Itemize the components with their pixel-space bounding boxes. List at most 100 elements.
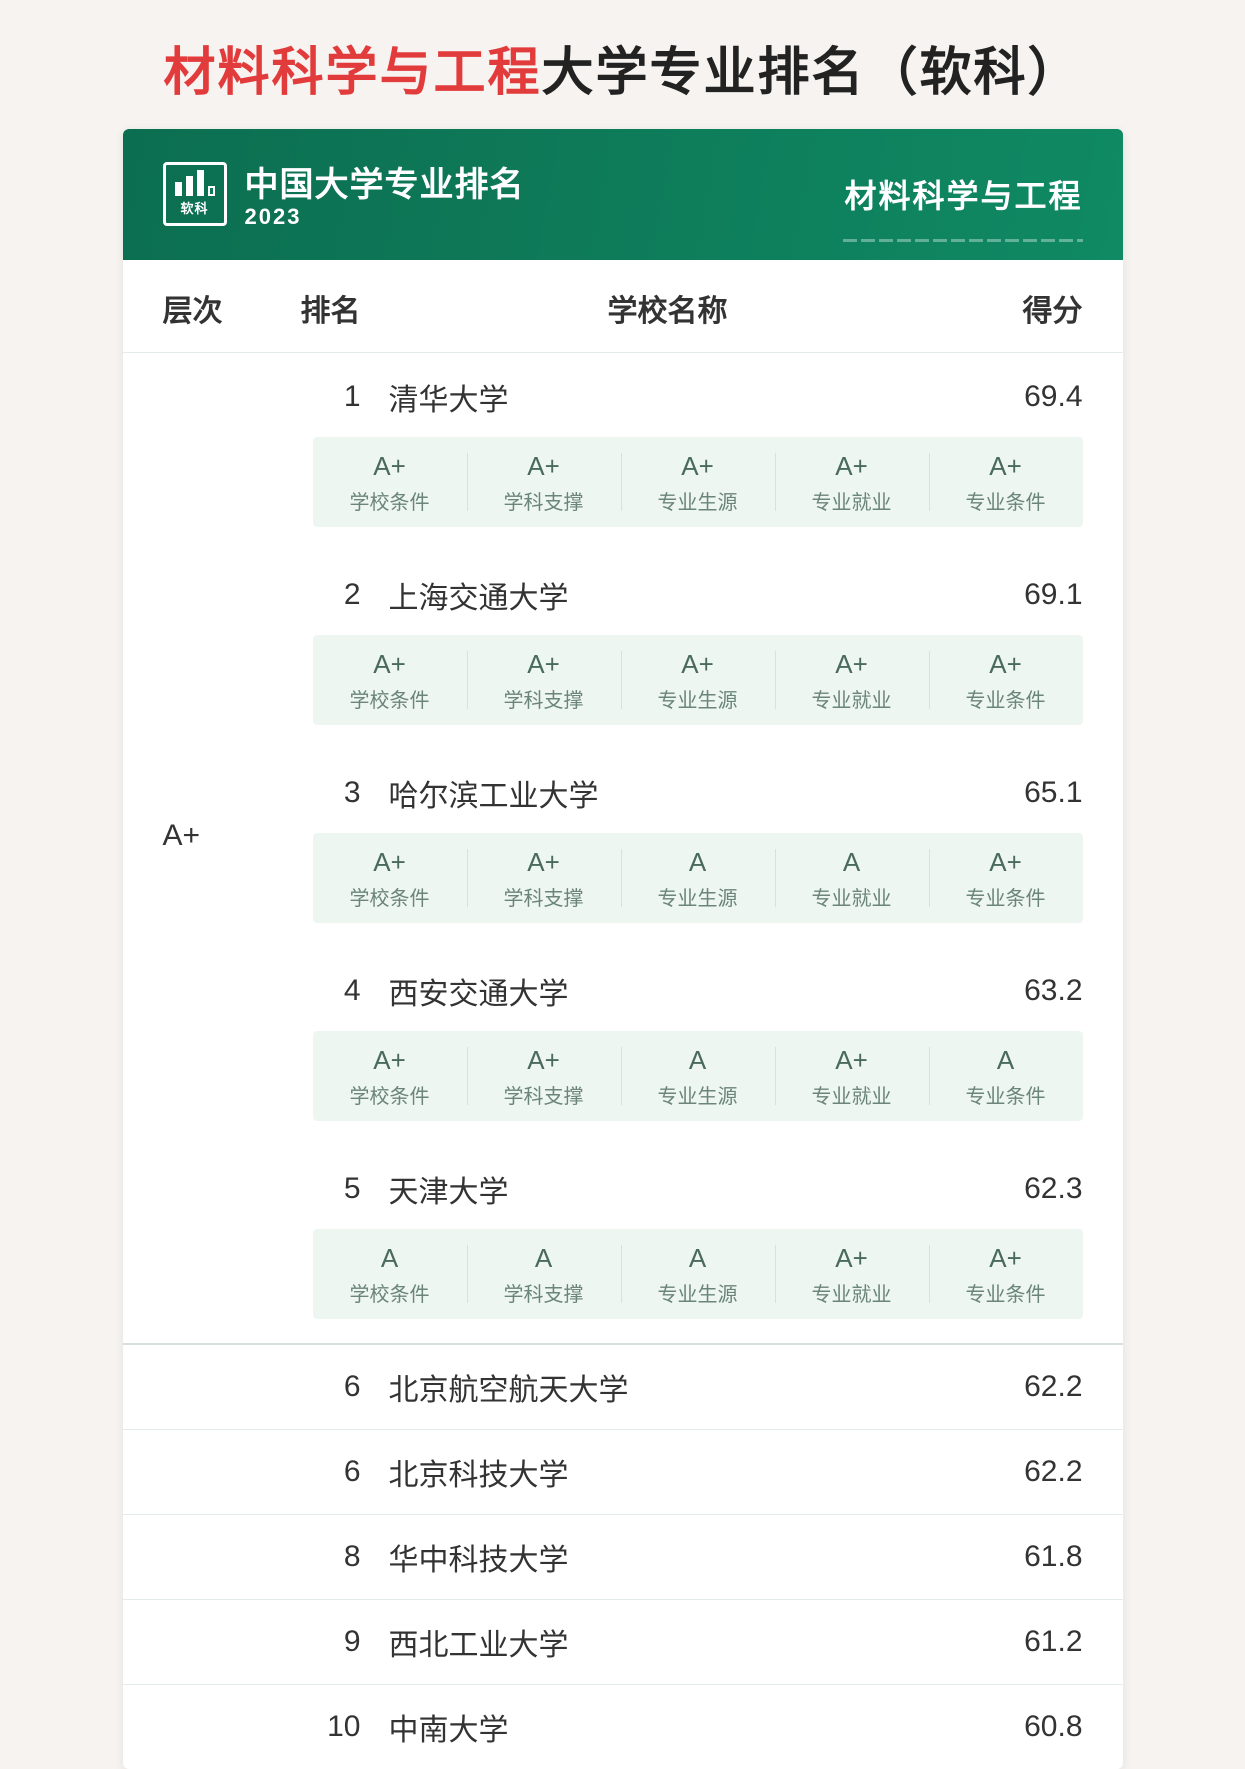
entry-name: 哈尔滨工业大学 — [383, 771, 953, 815]
metric-label: 专业生源 — [621, 1278, 775, 1307]
entry-rank: 9 — [273, 1625, 383, 1659]
col-rank: 排名 — [273, 286, 383, 330]
metric-grade: A+ — [621, 649, 775, 680]
ranking-card: 软科 中国大学专业排名 2023 材料科学与工程 层次 排名 学校名称 得分 A… — [123, 129, 1123, 1769]
ranking-entry: 6 北京科技大学 62.2 — [123, 1429, 1123, 1514]
entry-metrics: A+ 学校条件 A+ 学科支撑 A+ 专业生源 A+ 专业就业 A+ 专业条 — [313, 635, 1083, 725]
banner-year: 2023 — [245, 204, 525, 230]
metric-grade: A — [621, 847, 775, 878]
metric-cell: A+ 学校条件 — [313, 833, 467, 923]
entry-rank: 1 — [273, 380, 383, 414]
col-tier: 层次 — [163, 286, 273, 330]
entry-name: 北京航空航天大学 — [383, 1365, 953, 1409]
metric-grade: A+ — [929, 1243, 1083, 1274]
metric-grade: A — [313, 1243, 467, 1274]
logo-text: 软科 — [180, 198, 208, 217]
metric-grade: A+ — [775, 649, 929, 680]
metric-grade: A — [929, 1045, 1083, 1076]
entry-score: 65.1 — [953, 776, 1083, 810]
banner-subject: 材料科学与工程 — [844, 171, 1082, 217]
metric-label: 专业生源 — [621, 486, 775, 515]
metric-cell: A+ 学科支撑 — [467, 1031, 621, 1121]
entry-score: 62.2 — [953, 1370, 1083, 1404]
col-name: 学校名称 — [383, 286, 953, 330]
metric-grade: A+ — [313, 451, 467, 482]
metric-grade: A+ — [929, 451, 1083, 482]
ranking-entry: 5 天津大学 62.3 A 学校条件 A 学科支撑 A 专业生源 A+ — [123, 1145, 1123, 1319]
entry-head: 6 北京航空航天大学 62.2 — [163, 1365, 1083, 1409]
shanghairanking-logo-icon: 软科 — [163, 162, 227, 226]
table-header: 层次 排名 学校名称 得分 — [123, 260, 1123, 353]
metric-label: 学科支撑 — [467, 882, 621, 911]
entry-name: 天津大学 — [383, 1167, 953, 1211]
metric-grade: A+ — [929, 847, 1083, 878]
entry-rank: 5 — [273, 1172, 383, 1206]
metric-grade: A+ — [467, 649, 621, 680]
metric-label: 专业就业 — [775, 684, 929, 713]
entry-name: 西安交通大学 — [383, 969, 953, 1013]
metric-label: 专业生源 — [621, 1080, 775, 1109]
metric-cell: A 专业就业 — [775, 833, 929, 923]
metric-cell: A+ 学校条件 — [313, 437, 467, 527]
col-score: 得分 — [953, 286, 1083, 330]
metric-label: 学校条件 — [313, 1080, 467, 1109]
entry-rank: 3 — [273, 776, 383, 810]
metric-cell: A 专业条件 — [929, 1031, 1083, 1121]
metric-cell: A+ 专业条件 — [929, 1229, 1083, 1319]
entry-score: 69.4 — [953, 380, 1083, 414]
metric-label: 专业条件 — [929, 486, 1083, 515]
entry-rank: 6 — [273, 1455, 383, 1489]
entry-score: 62.3 — [953, 1172, 1083, 1206]
metric-grade: A+ — [621, 451, 775, 482]
metric-cell: A+ 学科支撑 — [467, 635, 621, 725]
entry-score: 69.1 — [953, 578, 1083, 612]
metric-label: 专业条件 — [929, 1278, 1083, 1307]
entry-head: 3 哈尔滨工业大学 65.1 — [163, 771, 1083, 815]
metric-grade: A+ — [313, 649, 467, 680]
entry-head: 9 西北工业大学 61.2 — [163, 1620, 1083, 1664]
metric-grade: A+ — [467, 847, 621, 878]
entry-name: 西北工业大学 — [383, 1620, 953, 1664]
metric-cell: A+ 专业就业 — [775, 635, 929, 725]
page-title: 材料科学与工程大学专业排名（软科） — [0, 0, 1245, 129]
metric-label: 专业条件 — [929, 1080, 1083, 1109]
metric-cell: A+ 专业就业 — [775, 437, 929, 527]
metric-label: 专业生源 — [621, 882, 775, 911]
metric-grade: A+ — [775, 1243, 929, 1274]
metric-cell: A+ 学校条件 — [313, 635, 467, 725]
table-body: A+ 1 清华大学 69.4 A+ 学校条件 A+ 学科支撑 A+ 专业生源 — [123, 353, 1123, 1769]
metric-cell: A 专业生源 — [621, 833, 775, 923]
ranking-entry: 6 北京航空航天大学 62.2 — [123, 1343, 1123, 1429]
metric-label: 专业生源 — [621, 684, 775, 713]
entry-rank: 8 — [273, 1540, 383, 1574]
metric-grade: A — [467, 1243, 621, 1274]
entry-name: 中南大学 — [383, 1705, 953, 1749]
metric-grade: A+ — [775, 1045, 929, 1076]
metric-label: 专业就业 — [775, 486, 929, 515]
metric-label: 专业条件 — [929, 882, 1083, 911]
tier-label: A+ — [163, 819, 201, 853]
metric-label: 学校条件 — [313, 684, 467, 713]
metric-label: 学校条件 — [313, 486, 467, 515]
entry-head: 4 西安交通大学 63.2 — [163, 969, 1083, 1013]
metric-grade: A — [621, 1243, 775, 1274]
entry-head: 10 中南大学 60.8 — [163, 1705, 1083, 1749]
metric-label: 学科支撑 — [467, 1080, 621, 1109]
metric-grade: A+ — [467, 451, 621, 482]
entry-score: 62.2 — [953, 1455, 1083, 1489]
banner: 软科 中国大学专业排名 2023 材料科学与工程 — [123, 129, 1123, 260]
entry-metrics: A+ 学校条件 A+ 学科支撑 A+ 专业生源 A+ 专业就业 A+ 专业条 — [313, 437, 1083, 527]
metric-grade: A+ — [467, 1045, 621, 1076]
entry-name: 北京科技大学 — [383, 1450, 953, 1494]
entry-rank: 10 — [273, 1710, 383, 1744]
metric-cell: A+ 专业就业 — [775, 1229, 929, 1319]
entry-score: 60.8 — [953, 1710, 1083, 1744]
metric-cell: A 专业生源 — [621, 1229, 775, 1319]
metric-cell: A 学校条件 — [313, 1229, 467, 1319]
entry-name: 华中科技大学 — [383, 1535, 953, 1579]
ranking-entry: 8 华中科技大学 61.8 — [123, 1514, 1123, 1599]
entry-score: 63.2 — [953, 974, 1083, 1008]
entry-name: 上海交通大学 — [383, 573, 953, 617]
metric-label: 专业就业 — [775, 882, 929, 911]
entry-head: 1 清华大学 69.4 — [163, 375, 1083, 419]
